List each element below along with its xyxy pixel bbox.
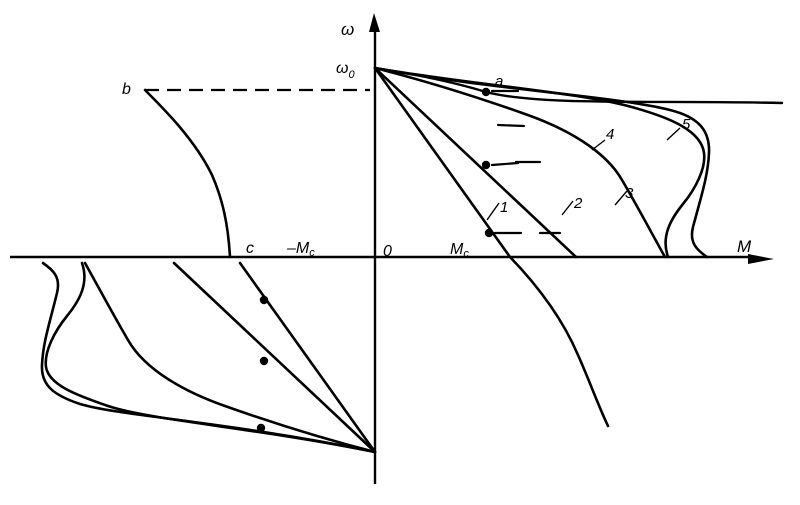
- svg-text:M: M: [737, 237, 752, 256]
- svg-text:c: c: [246, 240, 254, 257]
- svg-text:5: 5: [682, 116, 691, 133]
- svg-text:a: a: [495, 73, 503, 90]
- svg-text:1: 1: [500, 199, 508, 216]
- svg-text:2: 2: [573, 195, 583, 212]
- svg-text:3: 3: [625, 185, 634, 202]
- svg-text:ω: ω: [341, 20, 354, 39]
- svg-text:0: 0: [383, 243, 392, 260]
- svg-text:b: b: [122, 81, 131, 98]
- svg-text:4: 4: [606, 126, 614, 143]
